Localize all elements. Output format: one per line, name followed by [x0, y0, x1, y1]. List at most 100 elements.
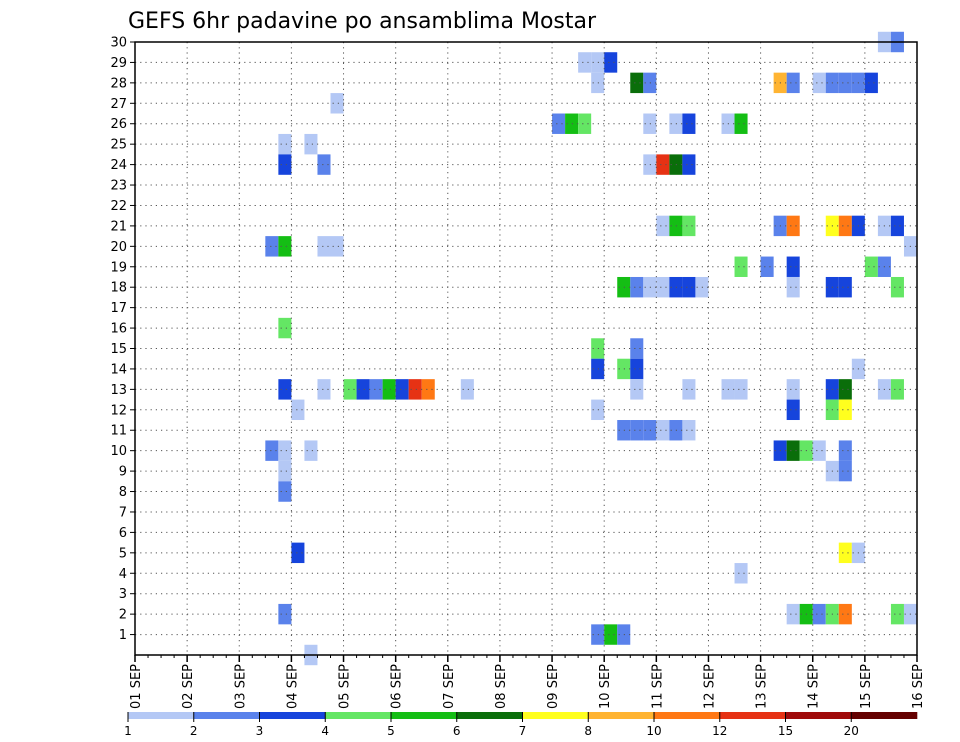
heatmap-cell [630, 358, 644, 380]
y-tick-label: 13 [110, 383, 127, 398]
heatmap-cell [890, 276, 904, 298]
heatmap-cell [278, 317, 292, 339]
heatmap-cell [656, 215, 670, 237]
heatmap-cell [682, 379, 696, 400]
heatmap-cell [838, 399, 852, 421]
heatmap-cell [591, 399, 605, 421]
heatmap-cell [630, 338, 644, 359]
heatmap-cell [591, 624, 605, 645]
legend-swatch [391, 712, 458, 719]
x-tick-label: 11 SEP [650, 664, 665, 709]
heatmap-cell [682, 276, 696, 298]
legend-label: 7 [519, 724, 527, 738]
heatmap-cell [395, 379, 409, 400]
x-tick-label: 13 SEP [755, 664, 770, 709]
heatmap-cell [838, 72, 852, 94]
heatmap-cell [578, 113, 592, 134]
legend-swatch [522, 712, 589, 719]
heatmap-cell [812, 440, 826, 461]
y-tick-label: 17 [110, 301, 127, 316]
legend-label: 1 [124, 724, 132, 738]
legend-label: 3 [256, 724, 264, 738]
heatmap-cell [864, 72, 878, 94]
y-tick-label: 10 [110, 444, 127, 459]
heatmap-cell [786, 379, 800, 400]
heatmap-cell [890, 603, 904, 625]
y-tick-label: 20 [110, 240, 127, 255]
heatmap-cell [317, 154, 331, 175]
heatmap-cell [330, 236, 344, 257]
y-tick-label: 5 [119, 546, 127, 561]
x-tick-label: 15 SEP [859, 664, 874, 709]
x-tick-label: 05 SEP [338, 664, 353, 709]
heatmap-cell [591, 358, 605, 380]
y-tick-label: 3 [119, 587, 127, 602]
heatmap-cell [786, 603, 800, 625]
heatmap-cell [617, 420, 631, 441]
y-axis: 1234567891011121314151617181920212223242… [110, 36, 135, 643]
heatmap-cell [317, 379, 331, 400]
y-tick-label: 9 [119, 465, 127, 480]
heatmap-cell [786, 276, 800, 298]
legend-label: 4 [321, 724, 329, 738]
heatmap-cell [656, 420, 670, 441]
heatmap-cell [630, 420, 644, 441]
legend-swatch [719, 712, 786, 719]
y-tick-label: 11 [110, 424, 127, 439]
heatmap-cell [864, 256, 878, 277]
x-tick-label: 09 SEP [546, 664, 561, 709]
heatmap-cell [656, 276, 670, 298]
y-tick-label: 27 [110, 97, 127, 112]
legend-label: 6 [453, 724, 461, 738]
legend-swatch [456, 712, 523, 719]
y-tick-label: 25 [110, 138, 127, 153]
y-tick-label: 30 [110, 36, 127, 51]
x-tick-label: 16 SEP [911, 664, 926, 709]
heatmap-cell [278, 236, 292, 257]
x-tick-label: 12 SEP [702, 664, 717, 709]
chart-title: GEFS 6hr padavine po ansamblima Mostar [128, 9, 597, 34]
heatmap-cell [734, 256, 748, 277]
heatmap-cell [304, 133, 318, 155]
legend-swatch [851, 712, 918, 719]
heatmap-cell [812, 603, 826, 625]
y-tick-label: 22 [110, 199, 127, 214]
y-tick-label: 12 [110, 403, 127, 418]
legend-label: 10 [646, 724, 661, 738]
heatmap-cell [460, 379, 474, 400]
x-tick-label: 14 SEP [807, 664, 822, 709]
x-tick-label: 07 SEP [442, 664, 457, 709]
heatmap-cell [786, 215, 800, 237]
heatmap-cell [786, 399, 800, 421]
y-tick-label: 15 [110, 342, 127, 357]
heatmap-cell [890, 379, 904, 400]
y-tick-label: 16 [110, 322, 127, 337]
x-axis: 01 SEP 02 SEP 03 SEP 04 SEP 05 SEP 06 SEP 07 S… [129, 655, 926, 709]
heatmap-cell [890, 215, 904, 237]
heatmap-cell [382, 379, 396, 400]
color-legend: 1 2 3 4 5 6 7 8 10 12 15 20 [124, 712, 918, 738]
heatmap-cell [617, 624, 631, 645]
heatmap-cell [421, 379, 435, 400]
y-tick-label: 1 [119, 628, 127, 643]
heatmap-cell [291, 399, 305, 421]
heatmap-cell [278, 603, 292, 625]
heatmap-cell [578, 52, 592, 73]
heatmap-cell [278, 154, 292, 175]
y-tick-label: 14 [110, 362, 127, 377]
heatmap-cell [838, 215, 852, 237]
heatmap-cell [604, 52, 618, 73]
heatmap-cell [630, 379, 644, 400]
heatmap-cell [838, 460, 852, 482]
heatmap-cell [304, 440, 318, 461]
heatmap-cell [278, 379, 292, 400]
heatmap-cell [786, 72, 800, 94]
x-tick-label: 02 SEP [181, 664, 196, 709]
heatmap-cell [630, 72, 644, 94]
heatmap-cells [265, 31, 917, 666]
heatmap-cell [604, 624, 618, 645]
y-tick-label: 24 [110, 158, 127, 173]
heatmap-cell [591, 338, 605, 359]
legend-label: 12 [712, 724, 727, 738]
